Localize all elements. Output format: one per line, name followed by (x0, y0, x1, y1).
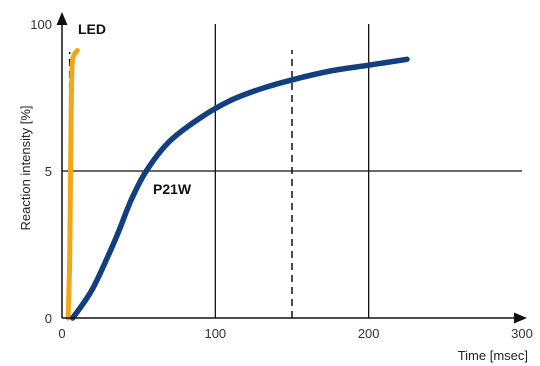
x-tick-label: 100 (204, 326, 226, 341)
series-line-led (65, 48, 80, 321)
y-tick-label: 5 (45, 164, 52, 179)
series-label-p21w: P21W (153, 181, 192, 197)
series-lines (65, 48, 410, 321)
x-tick-label: 0 (58, 326, 65, 341)
series-line-p21w (69, 56, 410, 321)
x-axis-title: Time [msec] (458, 348, 528, 363)
x-axis-arrow (514, 312, 527, 324)
tick-labels: 0 100 200 300 0 5 100 (30, 17, 533, 341)
x-tick-label: 300 (511, 326, 533, 341)
y-tick-label: 100 (30, 17, 52, 32)
grid (62, 24, 522, 318)
y-axis-title: Reaction intensity [%] (18, 105, 33, 230)
y-tick-label: 0 (45, 311, 52, 326)
series-label-led: LED (78, 21, 106, 37)
axes (56, 12, 527, 324)
x-tick-label: 200 (358, 326, 380, 341)
y-axis-arrow (56, 12, 68, 25)
